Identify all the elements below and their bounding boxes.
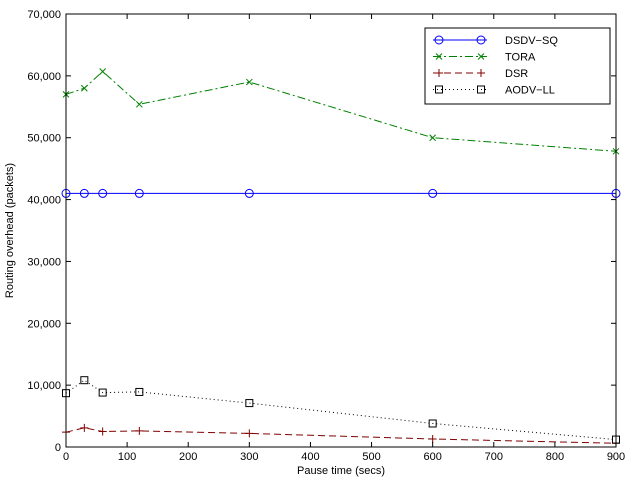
x-tick-label: 100 bbox=[118, 451, 136, 463]
legend-label: TORA bbox=[505, 52, 536, 64]
data-point bbox=[80, 84, 88, 92]
data-point bbox=[135, 100, 143, 108]
x-tick-label: 300 bbox=[240, 451, 258, 463]
legend-box bbox=[424, 27, 611, 105]
data-point bbox=[428, 188, 438, 198]
legend-item: DSR bbox=[433, 68, 528, 80]
legend-label: AODV−LL bbox=[505, 85, 555, 97]
plot-marks bbox=[61, 68, 621, 448]
data-point bbox=[245, 429, 254, 438]
x-tick-label: 600 bbox=[423, 451, 441, 463]
x-tick-label: 0 bbox=[63, 451, 69, 463]
y-tick-label: 20,000 bbox=[27, 318, 61, 330]
y-tick-label: 30,000 bbox=[27, 256, 61, 268]
y-tick-label: 40,000 bbox=[27, 195, 61, 207]
series-3 bbox=[62, 376, 620, 444]
plot-frame bbox=[65, 13, 617, 448]
x-tick-label: 200 bbox=[179, 451, 197, 463]
legend-item: DSDV−SQ bbox=[433, 35, 558, 47]
data-point bbox=[429, 134, 437, 142]
legend-item: AODV−LL bbox=[433, 85, 555, 97]
axis-ticks: 0 100 200 300 400 500 600 700 800 900 0 10,000 20,00… bbox=[27, 9, 625, 463]
data-point bbox=[80, 376, 89, 385]
legend-label: DSDV−SQ bbox=[505, 35, 558, 47]
x-tick-label: 800 bbox=[546, 451, 564, 463]
legend: DSDV−SQ TORA DSR AODV−LL bbox=[424, 27, 611, 105]
legend-marker bbox=[435, 53, 443, 60]
series-2 bbox=[62, 423, 620, 448]
data-point bbox=[428, 434, 437, 443]
data-point bbox=[98, 188, 108, 198]
data-point bbox=[244, 188, 254, 198]
x-axis-label: Pause time (secs) bbox=[297, 465, 385, 477]
x-tick-label: 700 bbox=[485, 451, 503, 463]
y-tick-label: 60,000 bbox=[27, 71, 61, 83]
series-line bbox=[65, 427, 617, 444]
data-point bbox=[245, 78, 253, 86]
data-point bbox=[98, 427, 107, 436]
data-point bbox=[79, 188, 89, 198]
y-tick-label: 50,000 bbox=[27, 133, 61, 145]
y-tick-label: 10,000 bbox=[27, 380, 61, 392]
series-line bbox=[65, 379, 617, 441]
legend-marker bbox=[477, 69, 485, 77]
data-point bbox=[99, 68, 107, 75]
x-tick-label: 500 bbox=[362, 451, 380, 463]
y-tick-label: 70,000 bbox=[27, 9, 61, 21]
data-point bbox=[80, 423, 89, 432]
legend-marker bbox=[435, 85, 443, 94]
legend-marker bbox=[477, 53, 485, 60]
data-point bbox=[98, 388, 107, 397]
legend-marker bbox=[435, 69, 443, 77]
y-tick-label: 0 bbox=[55, 442, 61, 454]
data-point bbox=[135, 387, 144, 396]
data-point bbox=[135, 426, 144, 435]
data-point bbox=[428, 419, 437, 428]
data-point bbox=[134, 188, 144, 198]
data-point bbox=[245, 399, 254, 408]
y-axis-label: Routing overhead (packets) bbox=[4, 163, 16, 298]
legend-marker bbox=[434, 35, 444, 45]
x-tick-label: 900 bbox=[607, 451, 625, 463]
legend-item: TORA bbox=[433, 52, 536, 64]
series-0 bbox=[61, 188, 621, 198]
legend-marker bbox=[476, 35, 486, 45]
legend-label: DSR bbox=[505, 68, 528, 80]
x-tick-label: 400 bbox=[301, 451, 319, 463]
legend-marker bbox=[477, 85, 485, 94]
